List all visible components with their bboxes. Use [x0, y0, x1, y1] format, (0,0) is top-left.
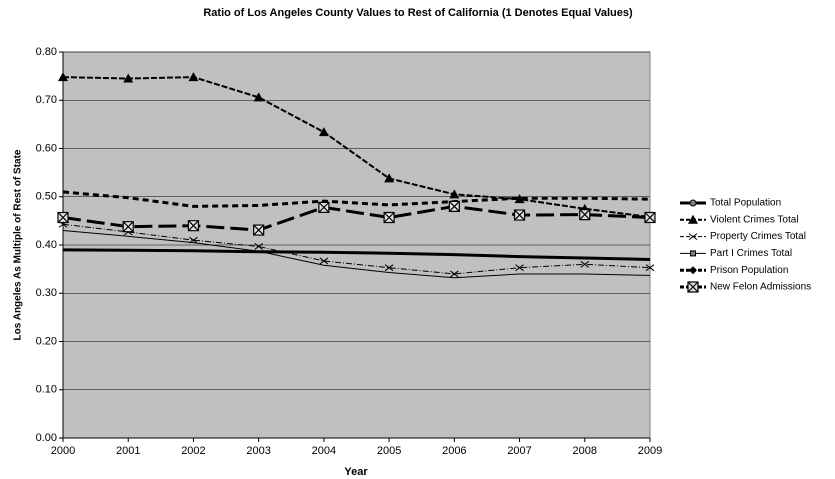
marker [645, 264, 655, 272]
marker [318, 127, 329, 137]
y-tick-label: 0.50 [36, 191, 57, 203]
marker [122, 221, 134, 233]
y-tick-label: 0.20 [36, 335, 57, 347]
x-tick-label: 2003 [246, 445, 270, 457]
marker [448, 200, 460, 212]
x-axis-title: Year [344, 466, 368, 478]
marker [384, 173, 395, 183]
legend-marker [688, 233, 698, 240]
marker [644, 211, 656, 224]
x-tick-label: 2000 [51, 445, 75, 457]
marker [513, 209, 526, 221]
marker [123, 73, 134, 83]
marker [384, 264, 394, 272]
x-tick-label: 2005 [377, 445, 401, 457]
legend-marker [689, 199, 697, 207]
legend-label: Part I Crimes Total [710, 248, 792, 259]
legend-label: Prison Population [710, 265, 788, 276]
y-tick-label: 0.30 [36, 287, 57, 299]
series-line [62, 204, 651, 232]
y-tick-label: 0.40 [36, 239, 57, 251]
marker [514, 194, 525, 204]
marker [318, 201, 330, 213]
y-tick-label: 0.60 [36, 142, 57, 154]
legend-label: Property Crimes Total [710, 231, 806, 242]
x-tick-label: 2007 [507, 445, 531, 457]
legend-label: Total Population [710, 198, 781, 209]
legend-marker [688, 214, 698, 224]
y-tick-label: 0.80 [36, 46, 57, 58]
legend-label: New Felon Admissions [710, 282, 811, 293]
marker [253, 224, 265, 236]
series-line [62, 230, 651, 279]
marker [58, 72, 68, 82]
x-tick-label: 2002 [181, 445, 205, 457]
y-tick-label: 0.00 [36, 432, 57, 444]
marker [57, 211, 69, 224]
marker [515, 264, 524, 272]
x-tick-label: 2006 [442, 445, 466, 457]
marker [450, 270, 459, 278]
marker [383, 211, 395, 224]
y-tick-label: 0.10 [36, 384, 57, 396]
marker [188, 72, 199, 82]
marker [579, 209, 591, 221]
legend-marker [690, 250, 696, 257]
legend-marker [689, 266, 697, 275]
series-line [62, 76, 651, 219]
marker [254, 243, 263, 250]
marker [449, 189, 460, 199]
x-tick-label: 2008 [573, 445, 597, 457]
y-axis-title: Los Angeles As Multiple of Rest of State [13, 149, 24, 340]
marker [187, 220, 200, 232]
series-line [62, 190, 651, 208]
y-tick-label: 0.70 [36, 94, 57, 106]
x-tick-label: 2004 [312, 445, 336, 457]
chart-title: Ratio of Los Angeles County Values to Re… [203, 7, 633, 19]
series-line [62, 248, 651, 261]
marker [319, 257, 329, 265]
legend-label: Violent Crimes Total [710, 214, 799, 225]
x-tick-label: 2001 [116, 445, 140, 457]
x-tick-label: 2009 [638, 445, 662, 457]
marker [253, 92, 264, 102]
marker [580, 260, 590, 268]
legend-marker [687, 281, 699, 293]
